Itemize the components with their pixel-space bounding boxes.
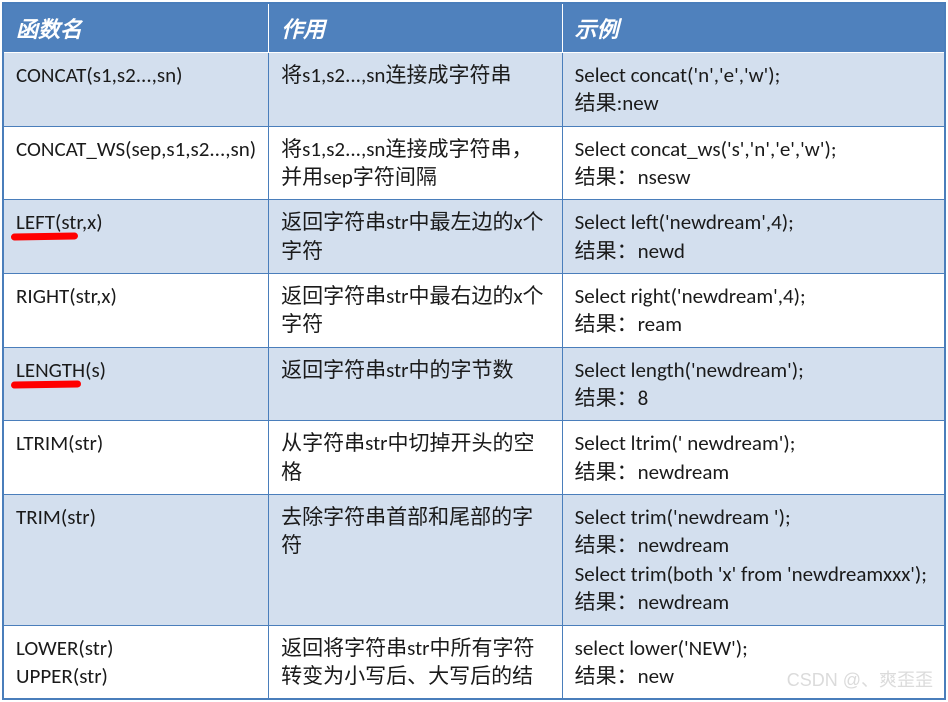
function-name-cell: TRIM(str) — [3, 495, 269, 625]
example-cell: Select right('newdream',4); 结果：ream — [562, 274, 945, 348]
function-name-cell: LTRIM(str) — [3, 421, 269, 495]
description-cell: 返回字符串str中的字节数 — [269, 347, 563, 421]
highlighted-function: LEFT(str,x) — [16, 209, 103, 235]
description-cell: 返回字符串str中最左边的x个字符 — [269, 200, 563, 274]
table-body: CONCAT(s1,s2...,sn)将s1,s2...,sn连接成字符串Sel… — [3, 53, 945, 700]
function-name-cell: CONCAT(s1,s2...,sn) — [3, 53, 269, 127]
function-name-cell: LENGTH(s) — [3, 347, 269, 421]
description-cell: 将s1,s2...,sn连接成字符串，并用sep字符间隔 — [269, 126, 563, 200]
description-cell: 返回将字符串str中所有字符转变为小写后、大写后的结 — [269, 625, 563, 699]
watermark-text: CSDN @、爽歪歪 — [787, 666, 933, 692]
table-row: RIGHT(str,x)返回字符串str中最右边的x个字符Select righ… — [3, 274, 945, 348]
table-row: LTRIM(str)从字符串str中切掉开头的空格Select ltrim(' … — [3, 421, 945, 495]
example-cell: Select trim('newdream '); 结果：newdream Se… — [562, 495, 945, 625]
example-cell: Select length('newdream'); 结果：8 — [562, 347, 945, 421]
table-row: LEFT(str,x) 返回字符串str中最左边的x个字符Select left(… — [3, 200, 945, 274]
function-name-cell: RIGHT(str,x) — [3, 274, 269, 348]
function-name-cell: CONCAT_WS(sep,s1,s2...,sn) — [3, 126, 269, 200]
description-cell: 从字符串str中切掉开头的空格 — [269, 421, 563, 495]
header-function-name: 函数名 — [3, 3, 269, 53]
header-description: 作用 — [269, 3, 563, 53]
table-row: CONCAT_WS(sep,s1,s2...,sn)将s1,s2...,sn连接… — [3, 126, 945, 200]
description-cell: 返回字符串str中最右边的x个字符 — [269, 274, 563, 348]
header-example: 示例 — [562, 3, 945, 53]
description-cell: 去除字符串首部和尾部的字符 — [269, 495, 563, 625]
table-header-row: 函数名 作用 示例 — [3, 3, 945, 53]
function-reference-table: 函数名 作用 示例 CONCAT(s1,s2...,sn)将s1,s2...,s… — [2, 2, 946, 700]
function-name-cell: LEFT(str,x) — [3, 200, 269, 274]
example-cell: Select ltrim(' newdream'); 结果：newdream — [562, 421, 945, 495]
highlighted-function: LENGTH(s) — [16, 357, 106, 383]
example-cell: Select concat_ws('s','n','e','w'); 结果：ns… — [562, 126, 945, 200]
table-row: TRIM(str)去除字符串首部和尾部的字符Select trim('newdr… — [3, 495, 945, 625]
function-name-cell: LOWER(str) UPPER(str) — [3, 625, 269, 699]
description-cell: 将s1,s2...,sn连接成字符串 — [269, 53, 563, 127]
example-cell: Select concat('n','e','w'); 结果:new — [562, 53, 945, 127]
example-cell: Select left('newdream',4); 结果：newd — [562, 200, 945, 274]
table-row: CONCAT(s1,s2...,sn)将s1,s2...,sn连接成字符串Sel… — [3, 53, 945, 127]
table-row: LENGTH(s) 返回字符串str中的字节数Select length('new… — [3, 347, 945, 421]
